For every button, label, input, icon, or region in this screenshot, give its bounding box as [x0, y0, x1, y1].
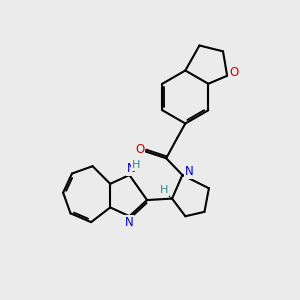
Text: H: H	[160, 185, 168, 195]
Text: N: N	[127, 162, 135, 175]
Text: H: H	[132, 160, 140, 170]
Text: O: O	[229, 66, 238, 79]
Text: N: N	[125, 216, 134, 229]
Text: O: O	[136, 143, 145, 156]
Text: N: N	[184, 165, 193, 178]
